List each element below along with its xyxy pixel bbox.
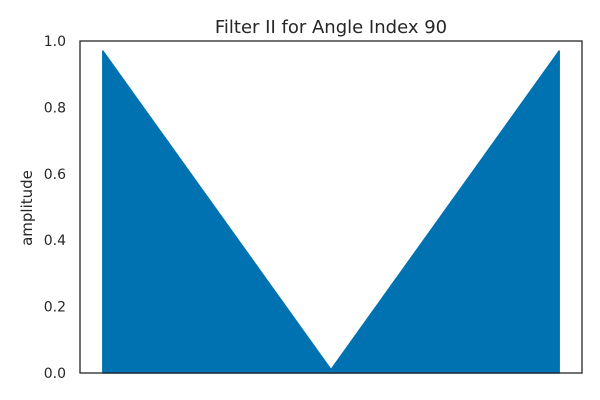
y-axis: 0.0 0.2 0.4 0.6 0.8 1.0 (44, 34, 66, 382)
plot-area (102, 50, 560, 374)
y-tick-label: 0.2 (44, 300, 66, 316)
series-area-0 (102, 50, 560, 374)
y-tick-label: 0.8 (44, 100, 66, 116)
plot-frame (79, 40, 583, 374)
y-tick-label: 1.0 (44, 34, 66, 50)
y-axis-label: amplitude (18, 170, 36, 246)
y-tick-label: 0.6 (44, 167, 66, 183)
y-tick-label: 0.4 (44, 233, 66, 249)
chart-title: Filter II for Angle Index 90 (215, 17, 447, 38)
y-tick-label: 0.0 (44, 366, 66, 382)
